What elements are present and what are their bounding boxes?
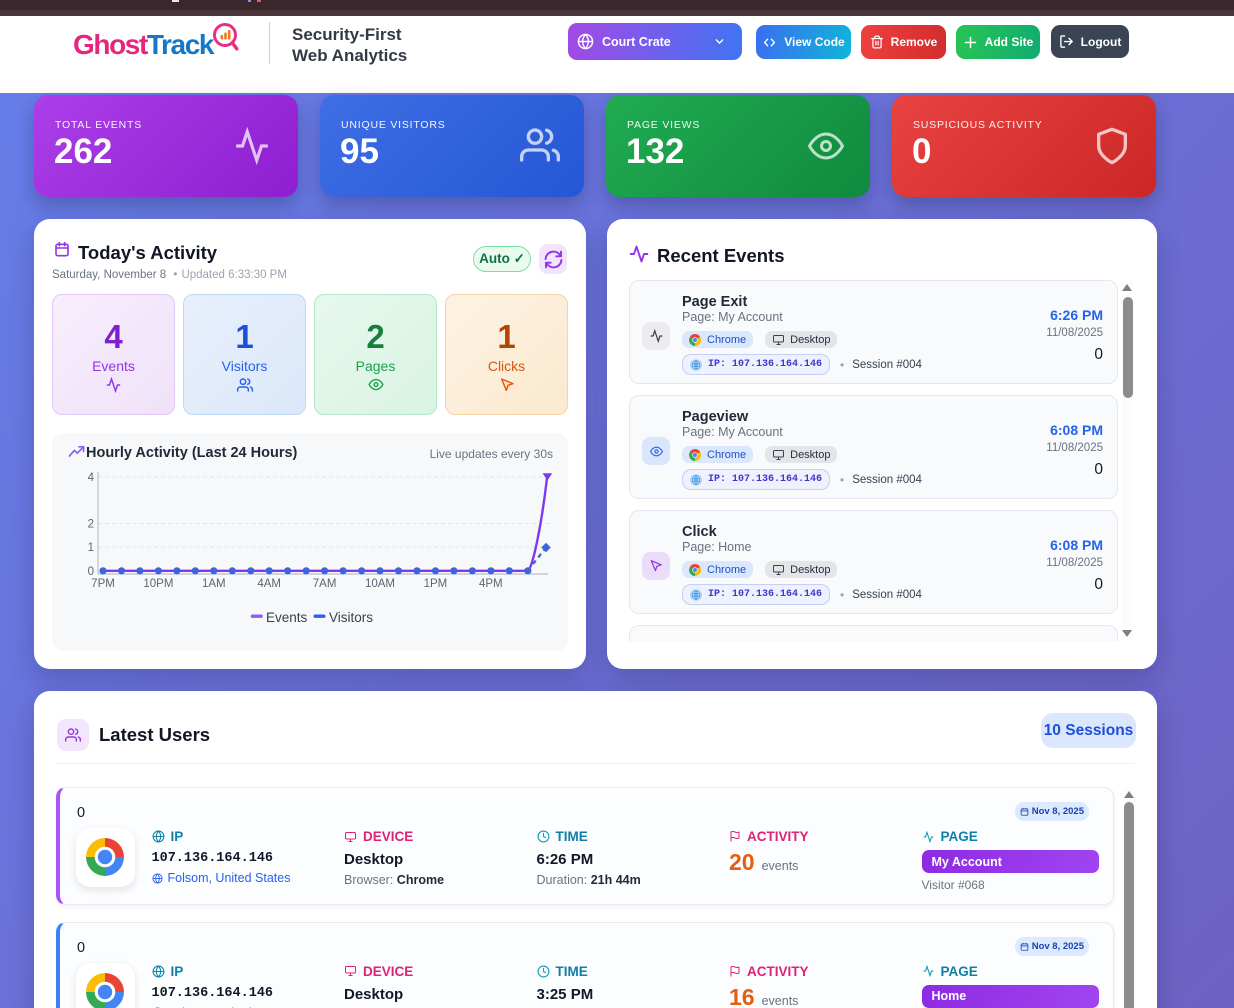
svg-text:Visitors: Visitors [329,610,373,625]
svg-text:2: 2 [88,519,94,531]
svg-text:1: 1 [88,542,94,554]
svg-text:10PM: 10PM [143,578,173,590]
svg-text:1PM: 1PM [424,578,448,590]
svg-text:1AM: 1AM [202,578,226,590]
svg-text:10AM: 10AM [365,578,395,590]
svg-text:Events: Events [266,610,308,625]
svg-text:4: 4 [88,472,95,484]
svg-text:0: 0 [88,566,94,578]
svg-text:7PM: 7PM [91,578,115,590]
svg-text:4PM: 4PM [479,578,503,590]
svg-text:7AM: 7AM [313,578,337,590]
svg-text:4AM: 4AM [257,578,281,590]
